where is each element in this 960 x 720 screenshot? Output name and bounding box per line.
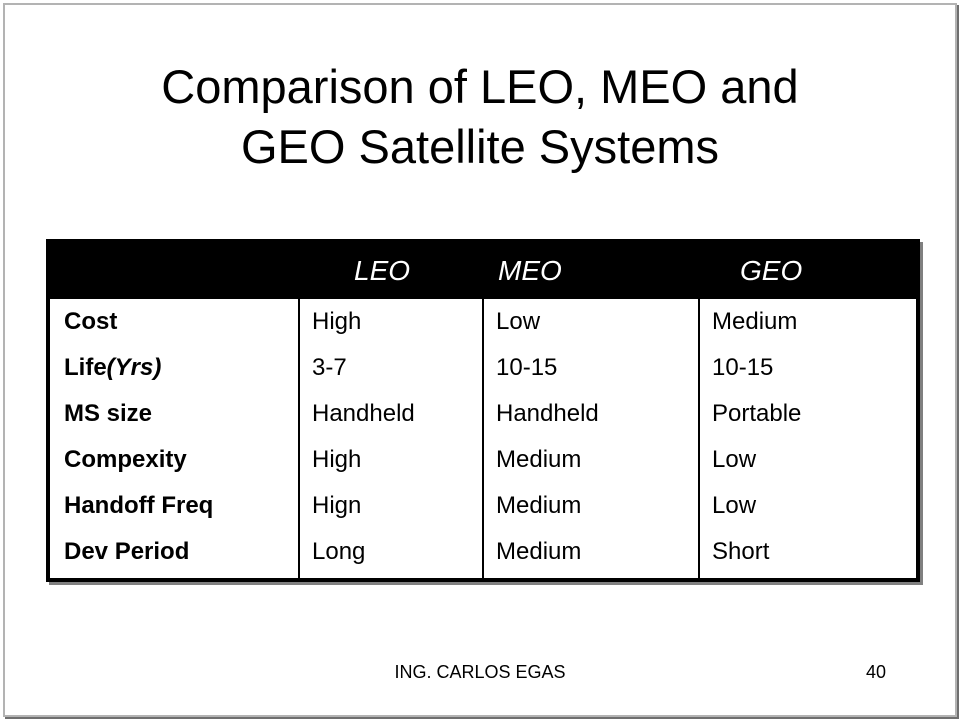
table-cell: High	[312, 308, 362, 335]
row-labels-column: Cost Life(Yrs) MS size Compexity Handoff…	[64, 305, 294, 581]
footer-author: ING. CARLOS EGAS	[394, 662, 566, 682]
table-cell: Portable	[712, 400, 802, 427]
header-cell-geo: GEO	[740, 255, 803, 286]
table-cell: 10-15	[496, 354, 558, 381]
table-cell: Medium	[496, 492, 582, 519]
table-cell: Low	[712, 446, 757, 473]
column-divider	[482, 299, 484, 578]
slide-title-line-1: Comparison of LEO, MEO and	[161, 60, 799, 114]
row-label-ms-size: MS size	[64, 400, 153, 427]
row-label-cost: Cost	[64, 308, 118, 335]
page-number: 40	[866, 662, 887, 682]
table-header-row: LEO MEO GEO	[50, 243, 916, 299]
table-cell: Medium	[496, 446, 582, 473]
row-label-life-unit: (Yrs)	[106, 354, 162, 381]
table-cell: Medium	[712, 308, 798, 335]
header-cell-meo: MEO	[498, 255, 562, 286]
table-cell: High	[312, 446, 362, 473]
slide-title-line-2: GEO Satellite Systems	[241, 120, 719, 174]
column-divider	[298, 299, 300, 578]
slide-frame	[3, 3, 957, 717]
table-cell: Medium	[496, 538, 582, 565]
row-label-complexity: Compexity	[64, 446, 187, 473]
geo-column: Medium 10-15 Portable Low Low Short	[712, 305, 907, 581]
slide-title: Comparison of LEO, MEO and GEO Satellite…	[0, 57, 960, 177]
header-cell-empty	[64, 251, 294, 291]
table-cell: Handheld	[312, 400, 415, 427]
table-cell: 3-7	[312, 354, 347, 381]
table-cell: Short	[712, 538, 770, 565]
table-cell: Low	[496, 308, 541, 335]
column-divider	[698, 299, 700, 578]
table-cell: Low	[712, 492, 757, 519]
comparison-table: LEO MEO GEO Cost Life(Yrs) MS size Compe…	[46, 239, 920, 582]
table-cell: Hign	[312, 492, 362, 519]
row-label-life: Life(Yrs)	[64, 351, 294, 397]
table-cell: Long	[312, 538, 366, 565]
header-cell-leo: LEO	[354, 255, 411, 286]
table-cell: 10-15	[712, 354, 774, 381]
row-label-dev-period: Dev Period	[64, 538, 190, 565]
row-label-life-text: Life	[64, 354, 107, 381]
row-label-handoff-freq: Handoff Freq	[64, 492, 214, 519]
meo-column: Low 10-15 Handheld Medium Medium Medium	[496, 305, 691, 581]
leo-column: High 3-7 Handheld High Hign Long	[312, 305, 477, 581]
table-cell: Handheld	[496, 400, 599, 427]
